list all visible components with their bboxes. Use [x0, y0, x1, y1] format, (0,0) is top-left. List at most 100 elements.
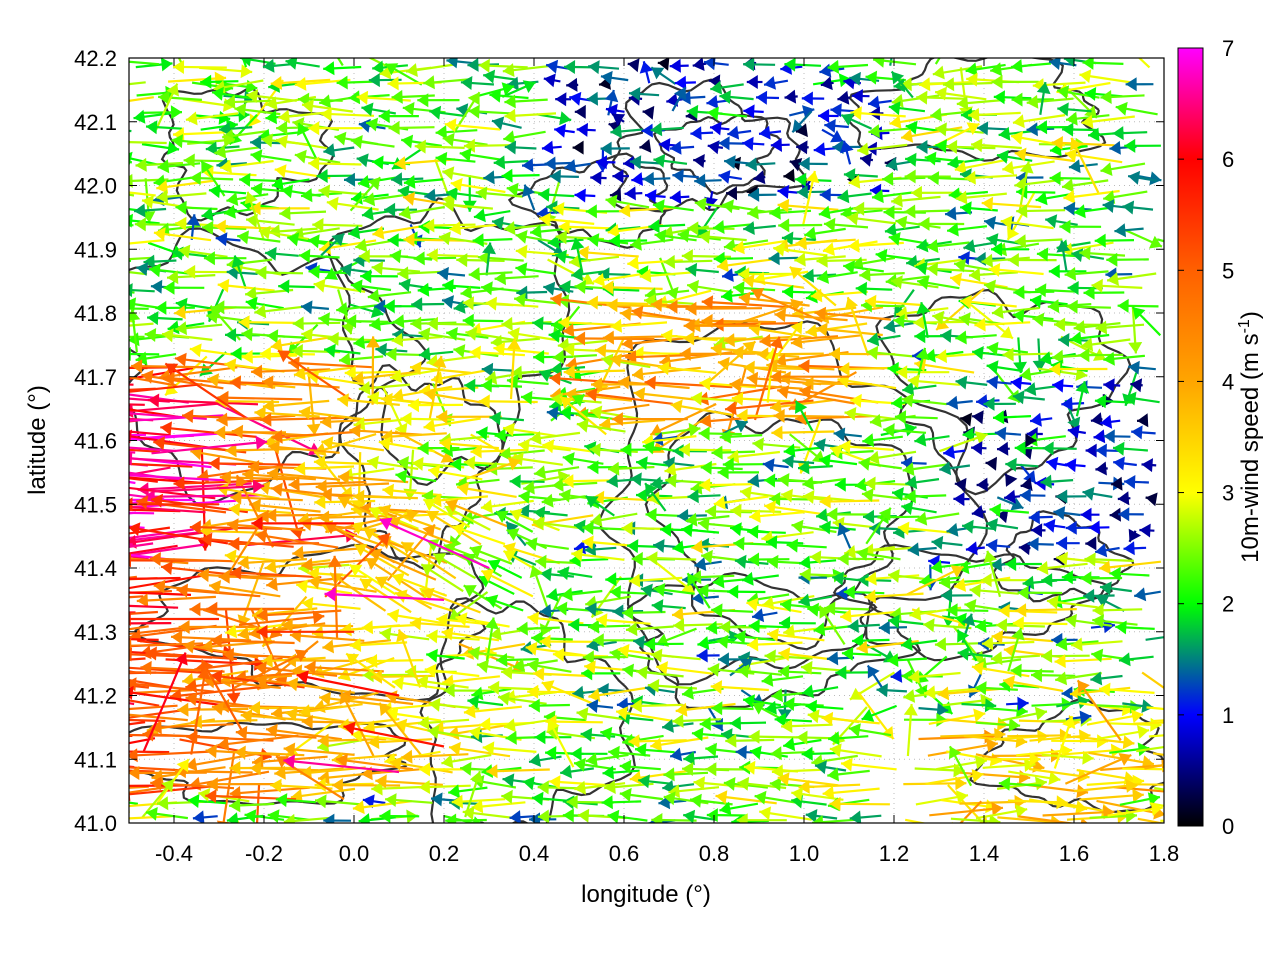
wind-arrow — [778, 218, 823, 233]
wind-arrow-head — [710, 121, 722, 136]
wind-arrow — [148, 263, 190, 278]
wind-arrow-head — [916, 238, 929, 253]
wind-arrow-head — [918, 216, 930, 231]
wind-arrow-head — [437, 266, 449, 281]
wind-arrow — [384, 62, 423, 86]
wind-arrow — [1114, 223, 1144, 238]
wind-arrow-head — [544, 156, 556, 171]
wind-arrow-head — [371, 261, 384, 276]
wind-arrow-head — [366, 117, 379, 132]
wind-arrow — [650, 66, 677, 85]
wind-arrow-head — [1112, 126, 1124, 141]
wind-arrow — [588, 60, 620, 75]
wind-arrow — [1065, 111, 1110, 126]
wind-arrow-head — [718, 136, 730, 151]
wind-arrow — [624, 186, 643, 201]
wind-arrow-head — [129, 283, 133, 298]
wind-arrow-head — [504, 140, 517, 155]
wind-arrow-head — [110, 201, 122, 215]
wind-arrow-head — [93, 281, 105, 295]
wind-arrow — [17, 538, 133, 552]
wind-arrow-head — [588, 60, 600, 75]
wind-arrow-head — [794, 252, 806, 267]
wind-arrow — [444, 118, 501, 133]
wind-arrow-head — [966, 72, 978, 87]
wind-arrow — [905, 120, 943, 135]
wind-arrow — [718, 136, 744, 151]
wind-arrow-head — [402, 102, 415, 116]
wind-arrow-head — [1011, 131, 1024, 145]
wind-arrow-head — [968, 107, 980, 122]
wind-arrow-head — [17, 538, 28, 552]
wind-arrow — [648, 219, 686, 234]
wind-arrow-head — [1057, 85, 1070, 100]
wind-arrow-head — [478, 58, 490, 73]
wind-arrow — [872, 58, 917, 68]
wind-arrow-head — [610, 124, 622, 139]
wind-arrow-head — [745, 157, 757, 172]
wind-arrow-head — [435, 151, 448, 166]
wind-arrow-head — [214, 144, 227, 159]
wind-arrow-head — [904, 169, 916, 184]
wind-arrow-head — [134, 203, 146, 218]
wind-arrow — [723, 155, 753, 169]
wind-arrow-head — [1014, 234, 1027, 249]
wind-arrow-head — [1026, 122, 1038, 137]
wind-arrow — [156, 179, 215, 194]
wind-arrow-head — [223, 133, 235, 148]
wind-arrow-head — [849, 71, 861, 86]
wind-arrow-head — [483, 170, 495, 185]
wind-arrow-head — [887, 34, 901, 46]
wind-arrow — [639, 61, 654, 84]
wind-arrow-head — [822, 242, 835, 256]
wind-arrow-head — [964, 170, 976, 185]
wind-arrow — [1026, 94, 1074, 109]
wind-arrow-head — [746, 75, 758, 89]
wind-arrow-head — [184, 264, 196, 279]
wind-arrow — [795, 235, 856, 250]
wind-arrow — [590, 170, 607, 185]
wind-arrow-head — [642, 105, 655, 120]
wind-arrow-head — [837, 90, 850, 105]
wind-arrow-head — [63, 617, 74, 631]
wind-arrow-head — [783, 168, 795, 183]
wind-arrow — [129, 239, 165, 245]
wind-arrow-head — [1063, 201, 1076, 216]
wind-arrow — [363, 192, 408, 207]
wind-arrow — [627, 58, 640, 73]
wind-arrow — [1125, 77, 1154, 92]
wind-arrow — [504, 108, 557, 123]
wind-arrow — [1036, 81, 1051, 115]
wind-arrow-head — [996, 149, 1009, 164]
wind-arrow-head — [62, 360, 73, 374]
wind-arrow-head — [764, 76, 776, 90]
wind-arrow-head — [801, 91, 813, 106]
wind-arrow-head — [93, 151, 105, 165]
wind-arrow-head — [189, 171, 202, 186]
wind-arrow-head — [1064, 267, 1077, 281]
wind-arrow-head — [384, 202, 396, 217]
wind-arrow-head — [459, 148, 472, 162]
wind-arrow — [743, 221, 776, 235]
wind-arrow-head — [868, 95, 880, 110]
wind-arrow — [732, 239, 789, 255]
wind-arrow-head — [426, 248, 438, 263]
wind-arrow-head — [57, 387, 69, 401]
wind-arrow — [491, 216, 525, 231]
wind-arrow-head — [960, 201, 972, 216]
wind-arrow-head — [946, 139, 958, 154]
wind-arrow — [663, 254, 713, 269]
wind-arrow-head — [90, 404, 102, 418]
wind-arrow-head — [598, 267, 610, 282]
wind-arrow — [777, 184, 798, 199]
wind-arrow-head — [340, 262, 353, 277]
wind-arrow-head — [312, 217, 324, 232]
wind-arrow — [710, 80, 744, 95]
wind-arrow — [743, 58, 776, 72]
wind-arrow-head — [1088, 127, 1100, 142]
wind-arrow — [945, 139, 996, 154]
wind-arrow — [566, 77, 579, 92]
wind-arrow-head — [804, 226, 817, 241]
wind-arrow-head — [945, 206, 957, 221]
wind-arrow-head — [981, 196, 994, 211]
